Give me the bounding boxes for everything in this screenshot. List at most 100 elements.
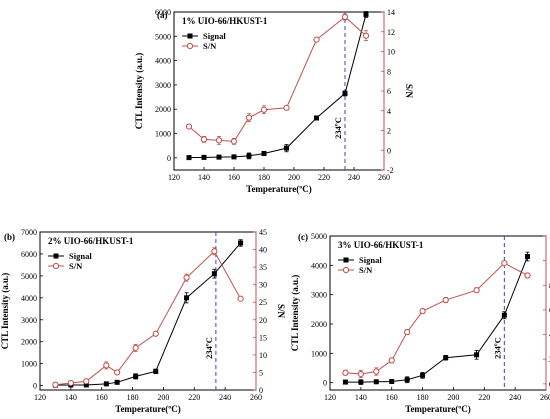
data-point-signal — [246, 153, 252, 159]
threshold-label: 234ºC — [333, 117, 343, 139]
y2-tick-label: 45 — [259, 228, 267, 237]
y-tick-label: 6000 — [155, 8, 171, 17]
y2-axis-label: S/N — [276, 304, 286, 319]
panel-label: (a) — [157, 10, 168, 20]
data-point-signal — [184, 295, 190, 301]
legend-marker — [342, 266, 350, 274]
data-point-sn — [260, 106, 268, 113]
x-tick-label: 200 — [157, 393, 169, 402]
data-point-sn — [67, 379, 74, 387]
legend-label: S/N — [203, 41, 217, 51]
x-tick-label: 220 — [188, 393, 200, 402]
series-line-Signal — [345, 256, 528, 383]
x-tick-label: 140 — [198, 173, 210, 182]
legend-marker — [52, 262, 60, 270]
y2-tick-label: 15 — [259, 333, 267, 342]
data-point-signal — [216, 154, 222, 160]
y-tick-label: 1000 — [21, 360, 37, 369]
y2-tick-label: 0 — [259, 386, 263, 395]
legend-label: Signal — [359, 255, 382, 265]
legend-marker — [187, 33, 193, 39]
data-point-sn — [283, 104, 290, 111]
x-tick-label: 160 — [228, 173, 240, 182]
data-point-signal — [373, 379, 379, 385]
y-tick-label: 6000 — [21, 250, 37, 259]
x-tick-label: 240 — [348, 173, 360, 182]
data-point-sn — [419, 308, 426, 315]
legend-label: Signal — [69, 251, 92, 261]
data-point-sn — [237, 295, 244, 302]
data-point-signal — [211, 271, 217, 277]
x-tick-label: 260 — [250, 393, 262, 402]
data-point-sn — [114, 369, 121, 376]
data-point-signal — [201, 154, 207, 160]
data-point-signal — [363, 11, 369, 17]
series-line-S/N — [345, 262, 528, 375]
threshold-label: 234ºC — [492, 337, 502, 359]
y-tick-label: 4000 — [21, 294, 37, 303]
y-tick-label: 4000 — [311, 261, 327, 270]
data-point-sn — [473, 287, 480, 294]
x-tick-label: 180 — [417, 393, 429, 402]
y-tick-label: 5000 — [311, 232, 327, 241]
data-point-sn — [341, 13, 349, 21]
y2-tick-label: 12 — [387, 28, 395, 37]
y-tick-label: 5000 — [21, 272, 37, 281]
x-tick-label: 240 — [219, 393, 231, 402]
data-point-sn — [83, 378, 90, 385]
data-point-sn — [404, 328, 411, 336]
data-point-signal — [358, 379, 364, 385]
data-point-signal — [261, 150, 267, 156]
y2-tick-label: 0 — [387, 146, 391, 155]
x-tick-label: 220 — [318, 173, 330, 182]
chart-panel-3: 120 140 160 180 200 220 240 260 0 1000 2000 3000 400… — [290, 232, 550, 414]
x-axis-label: Temperature(ºC) — [246, 184, 311, 194]
data-point-signal — [342, 379, 348, 385]
panel-title: 2% UIO-66/HKUST-1 — [48, 236, 134, 246]
data-point-sn — [52, 381, 59, 388]
x-tick-label: 220 — [478, 393, 490, 402]
y2-tick-label: -2 — [387, 166, 394, 175]
y-tick-label: 3000 — [21, 316, 37, 325]
data-point-sn — [442, 296, 449, 304]
data-point-signal — [524, 254, 530, 260]
panel-label: (c) — [298, 232, 308, 242]
y-tick-label: 0 — [323, 379, 327, 388]
legend-marker — [343, 257, 349, 263]
data-point-sn — [132, 344, 139, 351]
data-point-signal — [133, 373, 139, 379]
y-axis-label: CTL Intensity (a.u.) — [0, 273, 10, 350]
y2-tick-label: 4 — [387, 107, 391, 116]
data-point-signal — [186, 155, 192, 161]
data-point-sn — [501, 260, 508, 267]
data-point-sn — [183, 274, 190, 281]
y2-tick-label: 25 — [259, 298, 267, 307]
legend-marker — [53, 253, 59, 259]
panel-title: 3% UIO-66/HKUST-1 — [338, 240, 424, 250]
y-tick-label: 5000 — [155, 32, 171, 41]
y2-tick-label: 35 — [259, 263, 267, 272]
y-axis-label: CTL Intensity (a.u.) — [134, 53, 144, 130]
data-point-signal — [284, 145, 289, 151]
y2-tick-label: 6 — [387, 87, 391, 96]
x-tick-label: 140 — [65, 393, 77, 402]
data-point-signal — [153, 368, 159, 374]
x-tick-label: 260 — [540, 393, 550, 402]
data-point-sn — [362, 32, 370, 39]
data-point-sn — [152, 330, 159, 337]
x-tick-label: 160 — [96, 393, 108, 402]
y2-tick-label: 5 — [259, 368, 263, 377]
data-point-sn — [313, 36, 320, 43]
x-tick-label: 200 — [288, 173, 300, 182]
data-point-sn — [373, 368, 380, 375]
x-tick-label: 140 — [355, 393, 367, 402]
data-point-signal — [474, 352, 480, 358]
y-tick-label: 0 — [167, 154, 171, 163]
data-point-signal — [389, 378, 395, 384]
x-tick-label: 260 — [378, 173, 390, 182]
y-axis-label: CTL Intensity (a.u.) — [290, 275, 300, 352]
data-point-sn — [357, 370, 364, 378]
data-point-signal — [501, 312, 507, 318]
x-tick-label: 240 — [509, 393, 521, 402]
data-point-signal — [83, 382, 89, 388]
